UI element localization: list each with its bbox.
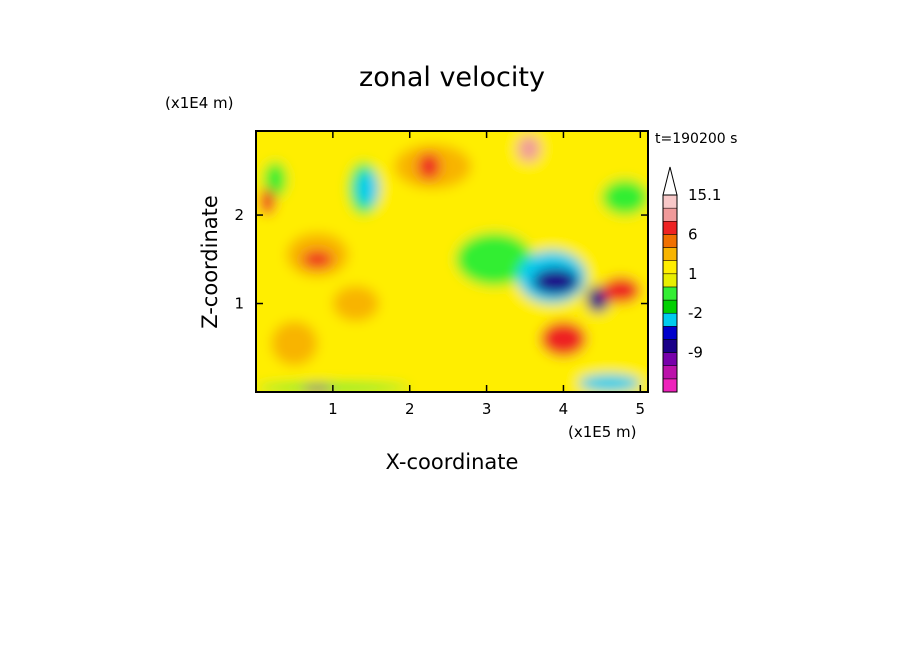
y-tick-label: 2	[234, 206, 244, 224]
colorbar-segment	[662, 326, 678, 340]
field-region	[259, 188, 276, 216]
colorbar-segment	[662, 365, 678, 380]
y-axis-ticks: 12	[234, 206, 648, 313]
field-region	[417, 153, 441, 180]
field-region	[532, 268, 579, 295]
field-region	[455, 232, 533, 286]
colorbar-frame	[662, 194, 678, 393]
colorbar-label: -2	[688, 304, 703, 322]
field-region	[271, 321, 318, 366]
colorbar-label: 1	[688, 265, 698, 283]
x-axis-ticks: 1 2 3 4 5	[328, 131, 645, 418]
colorbar-segment	[662, 273, 678, 288]
x-tick-label: 2	[405, 400, 415, 418]
colorbar-segment	[662, 221, 678, 235]
field-region	[517, 135, 541, 162]
colorbar	[662, 166, 678, 393]
colorbar-label: 6	[688, 225, 698, 243]
colorbar-segment	[662, 260, 678, 275]
field-region	[601, 276, 641, 304]
colorbar-segment	[662, 312, 678, 327]
colorbar-segment	[662, 378, 678, 393]
colorbar-extend-arrow	[662, 166, 678, 196]
y-unit-label: (x1E4 m)	[165, 94, 234, 112]
field-region	[540, 321, 587, 357]
field-region	[601, 179, 648, 216]
x-unit-label: (x1E5 m)	[568, 423, 637, 441]
colorbar-segment	[662, 339, 678, 353]
chart-title: zonal velocity	[359, 62, 545, 93]
x-tick-label: 5	[636, 400, 646, 418]
contour-field	[256, 131, 648, 392]
x-tick-label: 3	[482, 400, 492, 418]
field-region	[263, 161, 287, 198]
colorbar-segment	[662, 207, 678, 222]
field-region	[578, 374, 641, 392]
colorbar-labels: 15.1 6 1 -2 -9	[688, 186, 721, 362]
colorbar-label: -9	[688, 344, 703, 362]
colorbar-segment	[662, 194, 678, 209]
x-tick-label: 4	[559, 400, 569, 418]
y-tick-label: 1	[234, 295, 244, 313]
field-region	[302, 250, 333, 269]
field-region	[332, 285, 379, 322]
field-region	[302, 385, 333, 392]
field-region	[355, 170, 379, 207]
colorbar-segment	[662, 234, 678, 248]
colorbar-segment	[662, 352, 678, 366]
colorbar-segment	[662, 247, 678, 261]
x-axis-label: X-coordinate	[386, 450, 519, 474]
field-regions	[256, 131, 648, 392]
colorbar-segment	[662, 286, 678, 301]
plot-frame	[255, 130, 649, 393]
y-axis-label: Z-coordinate	[198, 195, 222, 329]
colorbar-label: 15.1	[688, 186, 721, 204]
time-label: t=190200 s	[655, 131, 737, 147]
colorbar-segment	[662, 299, 678, 314]
x-tick-label: 1	[328, 400, 338, 418]
